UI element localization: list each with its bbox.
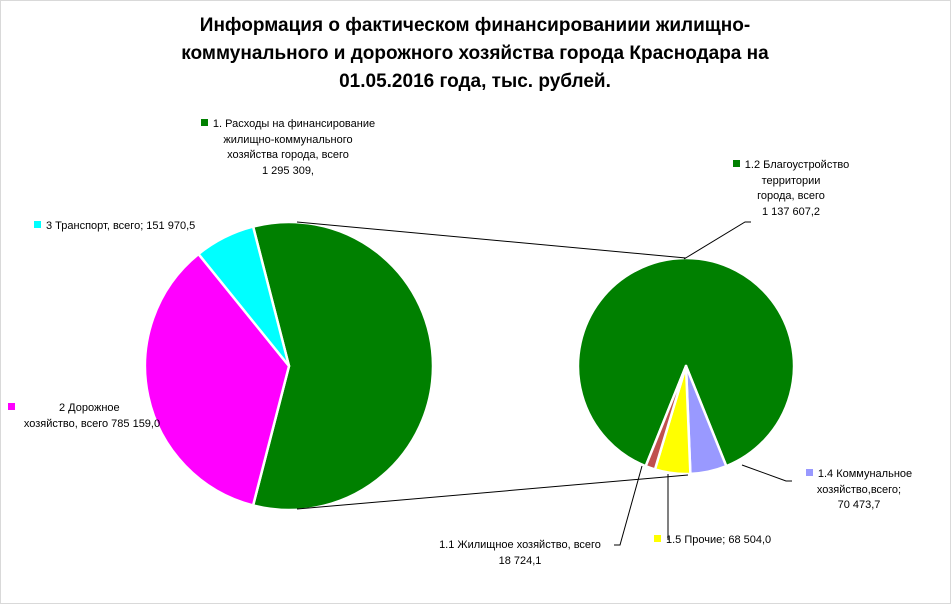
secondary-slice-t11 xyxy=(644,364,688,471)
label-main-1-line-3: хозяйства города, всего xyxy=(227,149,349,161)
legend-marker-lavender xyxy=(805,469,813,476)
title-line-2: коммунального и дорожного хозяйства горо… xyxy=(181,43,769,64)
pie-slice-s1 xyxy=(251,220,435,512)
label-sec-12-line-1: 1.2 Благоустройство xyxy=(744,159,850,171)
label-main-1-line-4: 1 295 309, xyxy=(262,164,314,177)
label-main-3: 3 Транспорт, всего; 151 970,5 xyxy=(34,219,234,235)
leader-line-sec-11 xyxy=(614,465,643,546)
label-sec-11-line-1: 1.1 Жилищное хозяйство, всего xyxy=(439,539,601,551)
legend-marker-yellow xyxy=(654,535,661,542)
label-main-1: 1. Расходы на финансирование жилищно-ком… xyxy=(183,117,393,179)
label-main-3-line-1: 3 Транспорт, всего; 151 970,5 xyxy=(46,220,196,232)
leader-line-sec-14 xyxy=(741,464,792,482)
pie-slice-s3 xyxy=(197,225,291,368)
label-main-2-line-2: хозяйство, всего 785 159,0 xyxy=(23,417,161,430)
label-sec-14-line-1: 1.4 Коммунальное xyxy=(817,468,913,480)
label-main-2: 2 Дорожное хозяйство, всего 785 159,0 xyxy=(2,401,182,432)
chart-title: Информация о фактическом финансированиии… xyxy=(110,12,840,96)
label-sec-12: 1.2 Благоустройство территории города, в… xyxy=(716,158,866,220)
series-line-bottom xyxy=(296,474,689,510)
label-sec-14-line-2: хозяйство,всего; xyxy=(816,483,902,496)
legend-marker-cyan xyxy=(34,221,41,228)
label-sec-14: 1.4 Коммунальное хозяйство,всего; 70 473… xyxy=(789,467,929,514)
title-line-3: 01.05.2016 года, тыс. рублей. xyxy=(339,71,611,92)
label-sec-14-line-3: 70 473,7 xyxy=(837,499,881,511)
label-main-1-line-1: 1. Расходы на финансирование xyxy=(212,118,376,130)
label-main-1-line-2: жилищно-коммунального xyxy=(223,133,353,146)
leader-line-sec-12 xyxy=(683,221,751,260)
label-sec-11: 1.1 Жилищное хозяйство, всего 18 724,1 xyxy=(422,538,618,569)
label-sec-12-line-4: 1 137 607,2 xyxy=(761,205,821,218)
label-sec-12-line-2: территории xyxy=(761,174,821,187)
legend-marker-magenta xyxy=(8,403,15,410)
label-sec-15-line-1: 1.5 Прочие; 68 504,0 xyxy=(666,534,772,546)
label-sec-12-line-3: города, всего xyxy=(757,190,825,202)
pie-slice-s2 xyxy=(143,252,291,507)
label-main-2-line-1: 2 Дорожное xyxy=(59,402,120,414)
series-line-top xyxy=(296,221,687,259)
legend-marker-green-2 xyxy=(732,160,740,167)
legend-marker-green xyxy=(200,119,208,126)
label-sec-11-line-2: 18 724,1 xyxy=(498,554,542,567)
title-line-1: Информация о фактическом финансированиии… xyxy=(199,15,751,36)
label-sec-15: 1.5 Прочие; 68 504,0 xyxy=(654,533,804,549)
